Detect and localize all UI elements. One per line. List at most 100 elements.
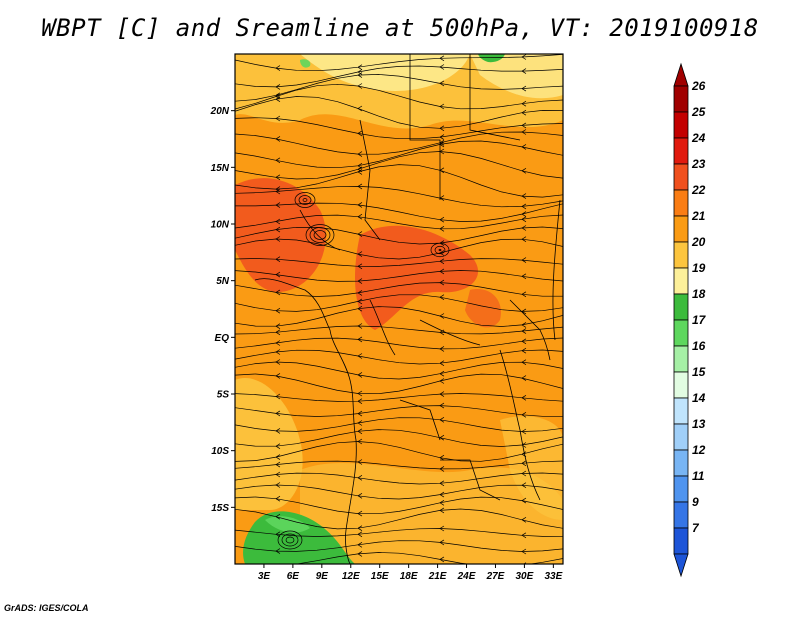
streamline-arrow xyxy=(439,539,445,546)
colorbar-swatch xyxy=(673,371,689,399)
streamline-arrow xyxy=(439,329,445,336)
lon-tick-label: 12E xyxy=(342,571,360,582)
streamline-arrow xyxy=(439,55,445,62)
streamline xyxy=(235,270,563,282)
streamline-eddy xyxy=(309,227,331,243)
streamline xyxy=(235,306,563,327)
lon-tick-label: 18E xyxy=(400,571,418,582)
streamline-arrow xyxy=(275,96,281,102)
colorbar-label: 26 xyxy=(691,79,706,93)
streamline-arrow xyxy=(357,105,363,112)
colorbar-label: 17 xyxy=(692,313,707,327)
streamline xyxy=(235,186,563,208)
colorbar-swatch xyxy=(673,345,689,373)
streamline-arrow xyxy=(275,218,281,225)
streamline-arrow xyxy=(439,454,445,461)
streamline-arrow xyxy=(521,442,527,448)
streamline-arrow xyxy=(357,493,363,499)
streamline xyxy=(235,441,563,462)
streamline-arrow xyxy=(439,500,445,506)
streamline-eddy xyxy=(434,245,446,255)
streamline-arrow xyxy=(439,148,445,155)
wbpt-lightgreen-southwest xyxy=(265,516,310,533)
colorbar-swatch xyxy=(673,137,689,165)
streamline xyxy=(235,429,563,447)
streamline-arrow xyxy=(521,532,527,539)
streamline-arrow xyxy=(275,93,281,100)
colorbar-swatch xyxy=(673,241,689,269)
colorbar-max-arrow xyxy=(673,62,689,87)
streamline-arrow xyxy=(275,329,281,336)
streamline-eddy xyxy=(285,536,295,544)
streamline-arrow xyxy=(521,470,527,477)
streamline-arrow xyxy=(521,68,527,74)
streamline-arrow xyxy=(357,305,363,312)
streamline-arrow xyxy=(357,372,363,378)
streamline-eddy xyxy=(298,195,312,205)
streamline-arrow xyxy=(521,122,527,129)
lat-tick-label: 5N xyxy=(216,276,230,287)
streamline-arrow xyxy=(521,482,527,488)
streamline xyxy=(235,528,563,537)
colorbar: 26 25 24 23 22 21 20 19 18 17 16 15 14 13 12 11 9 7 xyxy=(673,62,707,578)
streamline xyxy=(235,325,563,335)
wbpt-pale-southeast xyxy=(500,416,563,520)
streamline-arrow xyxy=(357,531,363,538)
streamline-arrow xyxy=(521,129,527,135)
streamline-arrow xyxy=(275,495,281,502)
lon-tick-label: 30E xyxy=(516,571,534,582)
colorbar-min-arrow xyxy=(673,553,689,578)
colorbar-label: 21 xyxy=(691,209,706,223)
streamline-arrow xyxy=(439,140,445,146)
streamline-arrow xyxy=(439,103,445,110)
streamline-arrow xyxy=(275,188,281,195)
streamline-arrow xyxy=(439,216,445,223)
streamline-arrow xyxy=(357,510,363,517)
streamline-arrow xyxy=(357,213,363,220)
streamline-arrow xyxy=(521,375,527,381)
streamline xyxy=(235,373,563,395)
streamline xyxy=(235,393,563,402)
wbpt-warm-central xyxy=(355,225,479,330)
streamline-arrow xyxy=(521,428,527,435)
streamline-arrow xyxy=(275,256,281,262)
streamline-arrow xyxy=(275,373,281,379)
border-line xyxy=(399,399,441,441)
lon-tick-label: 27E xyxy=(486,571,505,582)
lon-tick-label: 33E xyxy=(544,571,562,582)
streamline xyxy=(235,361,563,380)
streamline-arrow xyxy=(275,443,281,449)
streamline-arrow xyxy=(439,370,445,377)
streamline-arrow xyxy=(357,390,363,397)
colorbar-swatch xyxy=(673,527,689,555)
streamline-arrow xyxy=(357,64,363,70)
lat-tick-label: 15S xyxy=(211,503,229,514)
streamline-arrow xyxy=(439,64,445,70)
streamline xyxy=(235,164,563,198)
streamline-arrow xyxy=(357,428,363,435)
wbpt-warm-east xyxy=(465,289,501,328)
colorbar-swatch xyxy=(673,397,689,425)
streamline-arrow xyxy=(521,359,527,365)
streamline-arrow xyxy=(521,308,527,315)
streamline-arrow xyxy=(275,340,281,346)
streamline-arrow xyxy=(357,202,363,208)
streamline-arrow xyxy=(275,174,281,181)
map-frame xyxy=(234,53,564,565)
colorbar-label: 12 xyxy=(692,443,706,457)
streamlines xyxy=(235,54,563,564)
streamline-arrow xyxy=(275,84,281,90)
lat-tick-label: EQ xyxy=(215,333,230,344)
streamline-arrow xyxy=(521,291,527,298)
streamline-arrow xyxy=(275,531,281,538)
streamline xyxy=(235,54,563,72)
streamline-arrow xyxy=(439,346,445,352)
streamline-arrow xyxy=(439,80,445,87)
streamline xyxy=(235,74,563,102)
streamline-arrow xyxy=(357,551,363,557)
streamline-arrow xyxy=(439,294,445,300)
streamline-arrow xyxy=(439,378,445,384)
streamline-arrow xyxy=(439,391,445,397)
colorbar-swatch xyxy=(673,111,689,139)
streamline-arrow xyxy=(521,225,527,231)
